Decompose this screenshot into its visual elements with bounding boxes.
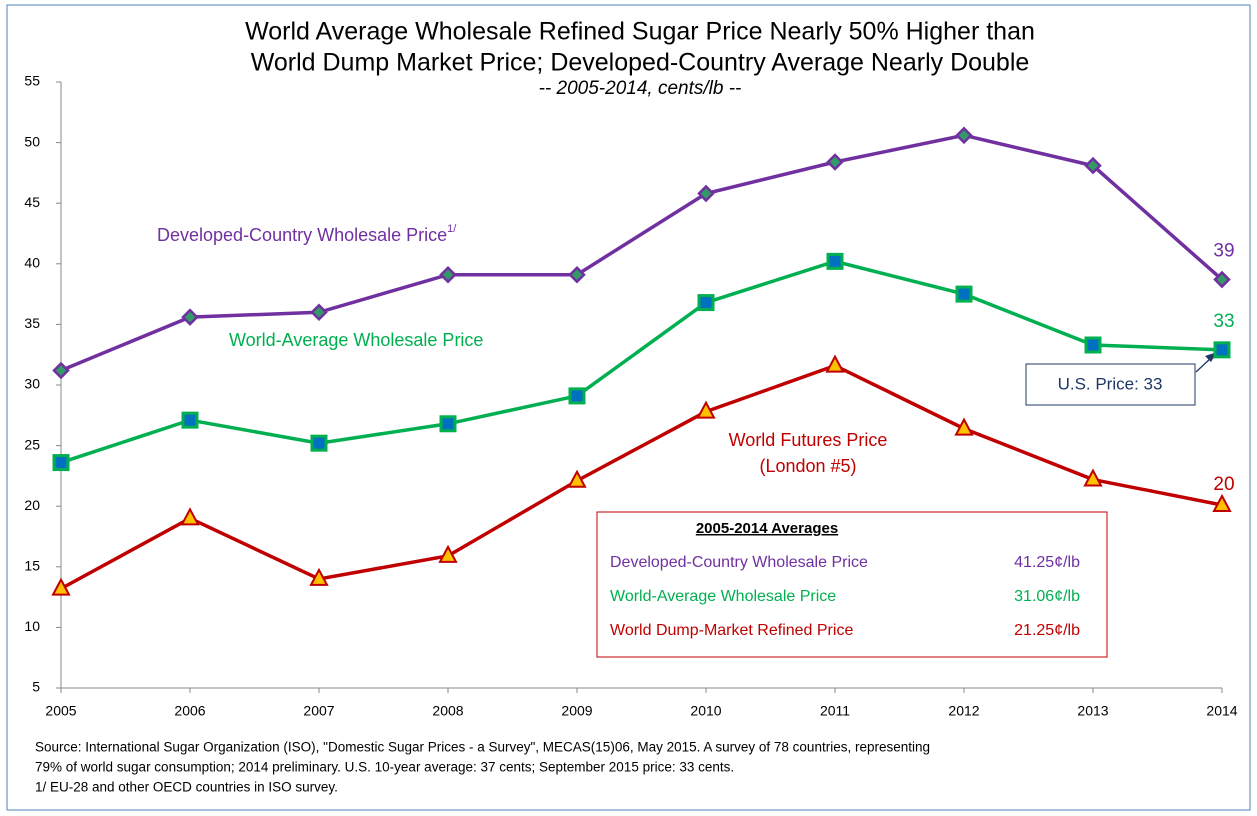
- chart-title: World Average Wholesale Refined Sugar Pr…: [245, 18, 1035, 46]
- marker: [955, 285, 973, 303]
- annotation: U.S. Price: 33: [1058, 374, 1163, 393]
- marker: [310, 303, 328, 322]
- marker: [826, 153, 844, 171]
- value-label: 33: [1213, 311, 1234, 332]
- marker: [438, 544, 458, 563]
- marker: [696, 400, 716, 419]
- y-tick-label: 40: [24, 255, 40, 271]
- marker: [697, 184, 715, 203]
- y-tick-label: 45: [24, 194, 40, 210]
- series-line: [60, 259, 1223, 465]
- marker: [310, 434, 328, 452]
- series-name: Developed-Country Wholesale Price: [157, 225, 447, 245]
- marker: [568, 265, 586, 284]
- marker: [52, 454, 70, 472]
- marker: [1213, 341, 1231, 359]
- y-tick-label: 55: [24, 73, 40, 89]
- marker: [1212, 493, 1232, 512]
- y-tick-label: 15: [24, 558, 40, 574]
- note: 79% of world sugar consumption; 2014 pre…: [35, 760, 734, 775]
- series-name: World-Average Wholesale Price: [229, 330, 483, 350]
- x-tick-label: 2010: [690, 703, 721, 719]
- averages-label: World-Average Wholesale Price: [610, 588, 836, 605]
- x-tick-label: 2008: [432, 703, 463, 719]
- note: Source: International Sugar Organization…: [35, 740, 930, 755]
- marker: [439, 265, 457, 284]
- series-line: [60, 133, 1224, 373]
- marker: [567, 469, 587, 488]
- x-tick-label: 2012: [948, 703, 979, 719]
- x-tick-label: 2009: [561, 703, 592, 719]
- series-note: 1/: [447, 223, 457, 235]
- averages-value: 31.06¢/lb: [1014, 588, 1080, 605]
- marker: [181, 308, 199, 326]
- value-label: 39: [1213, 241, 1234, 262]
- series-label: World Futures Price: [729, 430, 888, 450]
- marker: [439, 415, 457, 433]
- y-tick-label: 5: [32, 679, 40, 695]
- series-name: World Futures Price: [729, 430, 888, 450]
- averages-title: 2005-2014 Averages: [696, 520, 838, 537]
- marker: [568, 387, 586, 405]
- x-tick-label: 2005: [45, 703, 76, 719]
- averages-label: World Dump-Market Refined Price: [610, 622, 853, 639]
- y-tick-label: 35: [24, 315, 40, 331]
- averages-box: [596, 511, 1108, 658]
- series-label: World-Average Wholesale Price: [229, 330, 483, 350]
- marker: [181, 411, 199, 429]
- averages-label: Developed-Country Wholesale Price: [610, 554, 868, 571]
- marker: [52, 361, 70, 380]
- averages-value: 41.25¢/lb: [1014, 554, 1080, 571]
- series-label: Developed-Country Wholesale Price1/: [157, 223, 457, 245]
- marker: [180, 507, 200, 526]
- chart-title: World Dump Market Price; Developed-Count…: [251, 49, 1030, 77]
- marker: [1084, 156, 1102, 175]
- y-tick-label: 20: [24, 497, 40, 513]
- series-label: (London #5): [759, 456, 856, 476]
- marker: [826, 252, 844, 270]
- marker: [825, 354, 845, 373]
- x-tick-label: 2011: [820, 703, 850, 719]
- y-tick-label: 25: [24, 436, 40, 452]
- marker: [1083, 468, 1103, 487]
- marker: [954, 417, 974, 436]
- x-tick-label: 2013: [1077, 703, 1108, 719]
- y-tick-label: 50: [24, 133, 40, 149]
- marker: [51, 577, 71, 596]
- chart-frame: [6, 4, 1251, 811]
- y-tick-label: 10: [24, 618, 40, 634]
- value-label: 20: [1213, 474, 1234, 495]
- x-tick-label: 2007: [303, 703, 334, 719]
- note: 1/ EU-28 and other OECD countries in ISO…: [35, 780, 338, 795]
- chart-subtitle: -- 2005-2014, cents/lb --: [539, 78, 742, 99]
- marker: [1213, 270, 1231, 289]
- marker: [955, 126, 973, 145]
- x-tick-label: 2014: [1206, 703, 1237, 719]
- series-line: [60, 363, 1223, 591]
- y-tick-label: 30: [24, 376, 40, 392]
- annotation-box: [1025, 363, 1196, 406]
- marker: [1084, 336, 1102, 354]
- averages-value: 21.25¢/lb: [1014, 622, 1080, 639]
- x-tick-label: 2006: [174, 703, 205, 719]
- marker: [697, 294, 715, 312]
- marker: [309, 567, 329, 586]
